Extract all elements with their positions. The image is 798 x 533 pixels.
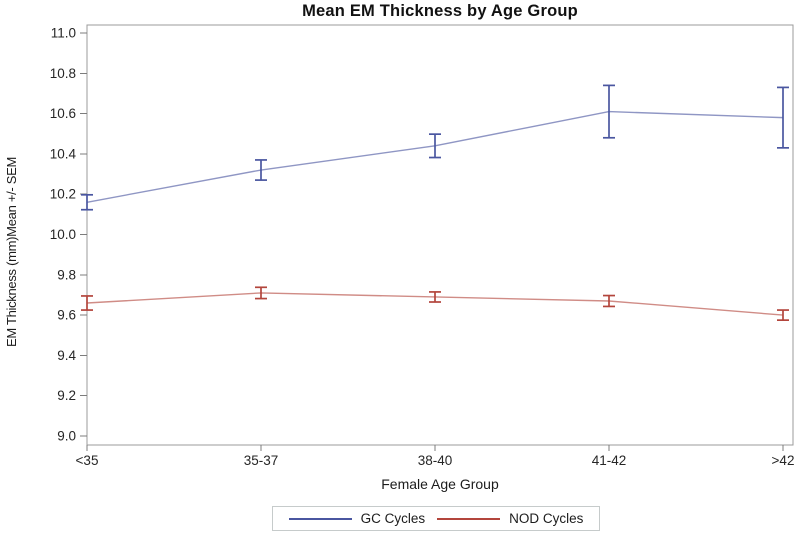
svg-text:11.0: 11.0	[51, 26, 76, 41]
nod-cycles-line-swatch	[437, 517, 501, 520]
legend-item-gc-cycles: GC Cycles	[288, 511, 426, 526]
svg-text:38-40: 38-40	[418, 453, 453, 468]
gc-cycles-line-swatch	[288, 517, 352, 520]
y-axis-title: EM Thickness (mm)Mean +/- SEM	[4, 156, 19, 348]
svg-text:41-42: 41-42	[592, 453, 627, 468]
svg-text:>42: >42	[772, 453, 795, 468]
chart-title: Mean EM Thickness by Age Group	[302, 2, 578, 20]
legend: GC Cycles NOD Cycles	[272, 506, 600, 531]
svg-text:9.2: 9.2	[57, 388, 76, 403]
legend-label: NOD Cycles	[509, 511, 584, 526]
svg-text:35-37: 35-37	[244, 453, 279, 468]
svg-text:10.0: 10.0	[50, 227, 76, 242]
svg-text:9.6: 9.6	[57, 308, 76, 323]
svg-text:<35: <35	[76, 453, 99, 468]
legend-label: GC Cycles	[360, 511, 426, 526]
svg-text:10.8: 10.8	[50, 66, 76, 81]
svg-text:10.4: 10.4	[50, 146, 77, 161]
svg-text:10.6: 10.6	[50, 106, 76, 121]
svg-text:9.8: 9.8	[57, 267, 76, 282]
legend-item-nod-cycles: NOD Cycles	[437, 511, 583, 526]
svg-text:10.2: 10.2	[50, 187, 76, 202]
x-axis-title: Female Age Group	[381, 476, 499, 492]
svg-text:9.4: 9.4	[57, 348, 76, 363]
svg-text:9.0: 9.0	[57, 429, 76, 444]
